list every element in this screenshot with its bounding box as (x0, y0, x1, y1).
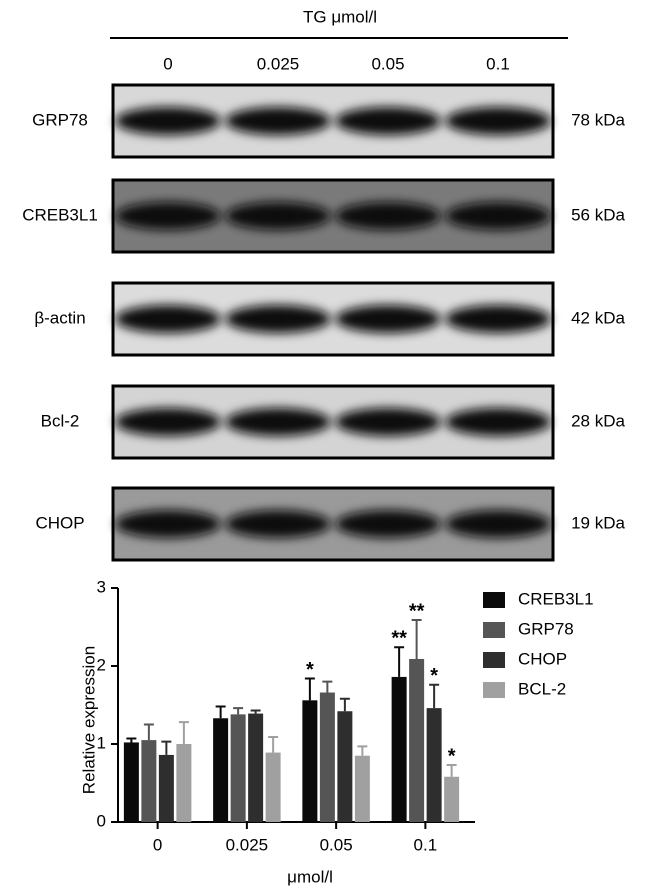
band (335, 305, 441, 333)
significance: ** (409, 600, 425, 622)
band (445, 408, 551, 436)
band (225, 202, 331, 230)
band (115, 107, 221, 135)
significance: * (448, 745, 456, 767)
legend-swatch (483, 592, 505, 608)
significance: * (430, 665, 438, 687)
band (115, 510, 221, 538)
bar (230, 714, 246, 822)
x-tick-label: 0 (153, 835, 162, 854)
error-bar (429, 683, 440, 709)
error-bar (411, 618, 422, 659)
band (445, 202, 551, 230)
band (225, 305, 331, 333)
size-label: 28 kDa (571, 411, 625, 430)
band (335, 107, 441, 135)
bar (158, 754, 174, 822)
blot-title: TG μmol/l (303, 7, 377, 26)
legend-swatch (483, 652, 505, 668)
band (115, 305, 221, 333)
legend-swatch (483, 622, 505, 638)
band (115, 202, 221, 230)
band (225, 510, 331, 538)
bar (319, 692, 335, 822)
bar (391, 676, 407, 822)
bar (213, 718, 229, 822)
error-bar (446, 764, 457, 777)
band (445, 107, 551, 135)
legend-label: BCL-2 (518, 679, 566, 698)
protein-label: CREB3L1 (22, 205, 98, 224)
error-bar (250, 709, 261, 714)
bar (337, 711, 353, 822)
bar (176, 744, 192, 822)
y-tick-label: 3 (97, 577, 106, 596)
band (445, 305, 551, 333)
error-bar (394, 646, 405, 677)
band (335, 510, 441, 538)
error-bar (304, 677, 315, 701)
bar (354, 755, 370, 822)
x-tick-label: 0.1 (414, 835, 438, 854)
legend-swatch (483, 682, 505, 698)
size-label: 42 kDa (571, 308, 625, 327)
error-bar (161, 740, 172, 755)
x-tick-label: 0.025 (226, 835, 269, 854)
size-label: 78 kDa (571, 110, 625, 129)
band (225, 107, 331, 135)
bar (123, 742, 139, 822)
x-tick-label: 0.05 (320, 835, 353, 854)
lane-label: 0 (163, 54, 172, 73)
band (445, 510, 551, 538)
error-bar (339, 697, 350, 712)
y-tick-label: 1 (97, 733, 106, 752)
bar (409, 658, 425, 822)
legend-label: GRP78 (518, 619, 574, 638)
protein-label: CHOP (35, 513, 84, 532)
band (335, 202, 441, 230)
bar (265, 752, 281, 822)
band (335, 408, 441, 436)
error-bar (178, 721, 189, 744)
lane-label: 0.05 (371, 54, 404, 73)
size-label: 19 kDa (571, 513, 625, 532)
error-bar (215, 705, 226, 719)
band (225, 408, 331, 436)
significance: * (306, 659, 314, 681)
error-bar (322, 680, 333, 693)
band (115, 408, 221, 436)
protein-label: Bcl-2 (41, 411, 80, 430)
lane-label: 0.1 (486, 54, 510, 73)
x-axis-label: μmol/l (287, 867, 333, 886)
bar (248, 713, 264, 822)
error-bar (143, 723, 154, 741)
protein-label: GRP78 (32, 110, 88, 129)
bar (426, 708, 442, 822)
bar (302, 700, 318, 822)
protein-label: β-actin (34, 308, 85, 327)
bar (141, 740, 157, 822)
y-tick-label: 0 (97, 811, 106, 830)
error-bar (126, 737, 137, 743)
legend-label: CHOP (518, 649, 567, 668)
y-tick-label: 2 (97, 655, 106, 674)
error-bar (357, 745, 368, 756)
y-axis-label: Relative expression (79, 646, 98, 794)
error-bar (268, 735, 279, 753)
bar (444, 776, 460, 822)
size-label: 56 kDa (571, 205, 625, 224)
error-bar (233, 707, 244, 715)
significance: ** (391, 628, 407, 650)
legend-label: CREB3L1 (518, 589, 594, 608)
lane-label: 0.025 (257, 54, 300, 73)
